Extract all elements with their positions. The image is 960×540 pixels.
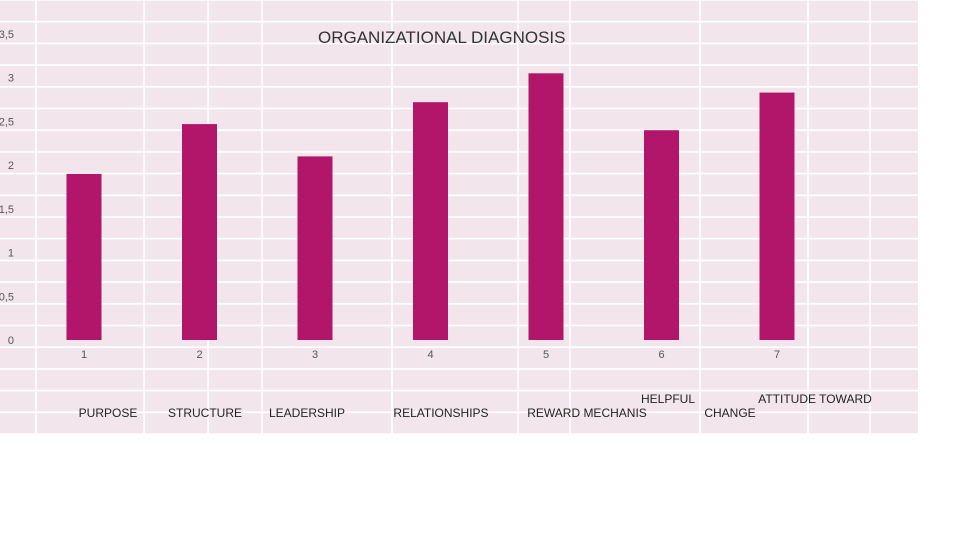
bar [413,102,448,340]
y-tick-label: 0,5 [0,291,14,303]
x-tick-label: 7 [774,349,780,361]
x-tick-label: 6 [658,349,664,361]
y-tick-label: 2,5 [0,116,14,128]
y-axis: 0 0,5 1 1,5 2 2,5 3 3,5 [0,29,14,347]
x-axis: 1 2 3 4 5 6 7 [81,349,780,361]
x-tick-label: 3 [312,349,318,361]
x-tick-label: 1 [81,349,87,361]
y-tick-label: 2 [8,160,14,172]
bar [528,73,564,341]
bar [182,124,217,340]
category-name-label: STRUCTURE [168,406,242,420]
chart-title: ORGANIZATIONAL DIAGNOSIS [318,28,566,47]
y-tick-label: 3 [8,73,14,85]
x-tick-label: 5 [543,349,549,361]
y-tick-label: 1,5 [0,204,14,216]
bar [66,173,102,340]
x-tick-label: 2 [196,349,202,361]
category-name-label: HELPFUL [641,392,695,406]
y-tick-label: 1 [8,248,14,260]
bar [297,156,333,340]
y-tick-label: 0 [8,335,14,347]
x-tick-label: 4 [427,349,433,361]
bar-series [66,73,795,341]
category-name-label: REWARD MECHANIS [527,406,647,420]
bar [759,92,795,340]
category-name-label: ATTITUDE TOWARD [758,392,872,406]
category-name-label: LEADERSHIP [269,406,345,420]
category-name-label: RELATIONSHIPS [393,406,488,420]
category-name-label: CHANGE [704,406,755,420]
category-names: PURPOSE STRUCTURE LEADERSHIP RELATIONSHIPS R… [79,392,872,420]
y-tick-label: 3,5 [0,29,14,41]
category-name-label: PURPOSE [79,406,138,420]
bar [644,130,679,340]
